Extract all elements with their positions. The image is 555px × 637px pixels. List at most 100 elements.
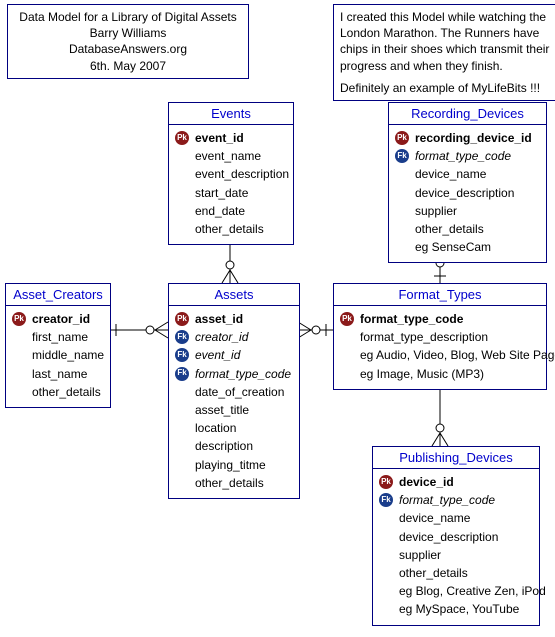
entity-body: Pk event_id event_name event_descriptionsta… xyxy=(169,125,293,244)
fk-icon: Fk xyxy=(379,493,393,507)
attribute-row: end_date xyxy=(175,202,287,220)
pk-icon: Pk xyxy=(379,475,393,489)
entity-body: Pkrecording_device_idFkformat_type_coded… xyxy=(389,125,546,262)
attribute-row: last_name xyxy=(12,365,104,383)
attribute-name: event_id xyxy=(195,131,244,145)
entity-body: Pk asset_id Fk creator_id Fkevent_idFkformat… xyxy=(169,306,299,498)
attribute-name: event_name xyxy=(195,149,261,163)
attribute-name: format_type_description xyxy=(360,330,488,344)
attribute-row: other_details xyxy=(395,220,540,238)
attribute-name: device_description xyxy=(415,186,514,200)
attribute-name: other_details xyxy=(195,476,264,490)
attribute-row: other_details xyxy=(379,564,533,582)
attribute-row: description xyxy=(175,437,293,455)
attribute-name: other_details xyxy=(195,222,264,236)
entity-asset-creators: Asset_Creators Pk creator_id first_namemidd… xyxy=(5,283,111,408)
entity-assets: AssetsPkasset_idFkcreator_idFkevent_idFk… xyxy=(168,283,300,499)
entity-recording-devices: Recording_DevicesPkrecording_device_idFk… xyxy=(388,102,547,263)
attribute-row: other_details xyxy=(12,383,104,401)
entity-events: Events Pk event_id event_name event_descript… xyxy=(168,102,294,245)
attribute-row: Pkformat_type_code xyxy=(340,310,540,328)
attribute-row: eg Blog, Creative Zen, iPod xyxy=(379,582,533,600)
attribute-row: Pk creator_id xyxy=(12,310,104,328)
attribute-row: supplier xyxy=(379,546,533,564)
fk-icon: Fk xyxy=(175,330,189,344)
attribute-row: Fkformat_type_code xyxy=(175,365,293,383)
attribute-name: eg Blog, Creative Zen, iPod xyxy=(399,584,546,598)
attribute-name: other_details xyxy=(415,222,484,236)
attribute-row: eg MySpace, YouTube xyxy=(379,600,533,618)
attribute-row: device_description xyxy=(395,184,540,202)
entity-publishing-devices: Publishing_Devices Pk device_id Fk format_ty… xyxy=(372,446,540,626)
entity-title: Asset_Creators xyxy=(6,284,110,306)
attribute-name: start_date xyxy=(195,186,248,200)
attribute-name: eg MySpace, YouTube xyxy=(399,602,519,616)
attribute-name: supplier xyxy=(415,204,457,218)
attribute-name: other_details xyxy=(32,385,101,399)
attribute-name: date_of_creation xyxy=(195,385,284,399)
attribute-row: format_type_description xyxy=(340,328,540,346)
attribute-name: playing_titme xyxy=(195,458,266,472)
entity-format-types: Format_TypesPkformat_type_codeformat_typ… xyxy=(333,283,547,390)
attribute-name: creator_id xyxy=(195,330,248,344)
attribute-name: eg Image, Music (MP3) xyxy=(360,367,484,381)
entity-title: Recording_Devices xyxy=(389,103,546,125)
attribute-name: event_description xyxy=(195,167,289,181)
pk-icon: Pk xyxy=(175,131,189,145)
attribute-name: format_type_code xyxy=(399,493,495,507)
attribute-row: Fkformat_type_code xyxy=(395,147,540,165)
attribute-name: asset_title xyxy=(195,403,249,417)
pk-icon: Pk xyxy=(175,312,189,326)
attribute-name: other_details xyxy=(399,566,468,580)
attribute-row: device_name xyxy=(379,509,533,527)
attribute-row: event_name xyxy=(175,147,287,165)
attribute-name: asset_id xyxy=(195,312,243,326)
note-line: Definitely an example of MyLifeBits !!! xyxy=(340,80,550,96)
header-line: DatabaseAnswers.org xyxy=(14,41,242,57)
attribute-row: Fk format_type_code xyxy=(379,491,533,509)
entity-title: Publishing_Devices xyxy=(373,447,539,469)
attribute-row: Pk asset_id xyxy=(175,310,293,328)
attribute-name: format_type_code xyxy=(360,312,463,326)
header-note-box: I created this Model while watching the … xyxy=(333,4,555,101)
attribute-name: description xyxy=(195,439,253,453)
attribute-name: creator_id xyxy=(32,312,90,326)
attribute-row: Pk event_id xyxy=(175,129,287,147)
attribute-row: eg Image, Music (MP3) xyxy=(340,365,540,383)
entity-body: Pk creator_id first_name middle_name last_na… xyxy=(6,306,110,407)
header-title-box: Data Model for a Library of Digital Asse… xyxy=(7,4,249,79)
attribute-name: format_type_code xyxy=(195,367,291,381)
attribute-row: Fk creator_id xyxy=(175,328,293,346)
entity-title: Events xyxy=(169,103,293,125)
attribute-row: Pkrecording_device_id xyxy=(395,129,540,147)
attribute-name: eg SenseCam xyxy=(415,240,491,254)
attribute-name: supplier xyxy=(399,548,441,562)
attribute-name: first_name xyxy=(32,330,88,344)
attribute-name: recording_device_id xyxy=(415,131,532,145)
entity-body: Pkformat_type_code format_type_descriptio… xyxy=(334,306,546,389)
attribute-row: start_date xyxy=(175,184,287,202)
pk-icon: Pk xyxy=(12,312,26,326)
attribute-name: device_name xyxy=(399,511,470,525)
attribute-name: device_name xyxy=(415,167,486,181)
attribute-row: middle_name xyxy=(12,346,104,364)
attribute-row: date_of_creation xyxy=(175,383,293,401)
header-line: Data Model for a Library of Digital Asse… xyxy=(14,9,242,25)
attribute-row: eg Audio, Video, Blog, Web Site Page xyxy=(340,346,540,364)
note-line: London Marathon. The Runners have xyxy=(340,25,550,41)
attribute-name: location xyxy=(195,421,236,435)
attribute-name: event_id xyxy=(195,348,240,362)
entity-title: Format_Types xyxy=(334,284,546,306)
attribute-name: last_name xyxy=(32,367,87,381)
attribute-row: other_details xyxy=(175,220,287,238)
header-line: Barry Williams xyxy=(14,25,242,41)
attribute-row: device_name xyxy=(395,165,540,183)
attribute-row: Fkevent_id xyxy=(175,346,293,364)
attribute-name: device_description xyxy=(399,530,498,544)
note-line: I created this Model while watching the xyxy=(340,9,550,25)
attribute-row: supplier xyxy=(395,202,540,220)
note-line: chips in their shoes which transmit thei… xyxy=(340,41,550,57)
attribute-name: device_id xyxy=(399,475,454,489)
attribute-row: event_description xyxy=(175,165,287,183)
attribute-row: playing_titme xyxy=(175,456,293,474)
